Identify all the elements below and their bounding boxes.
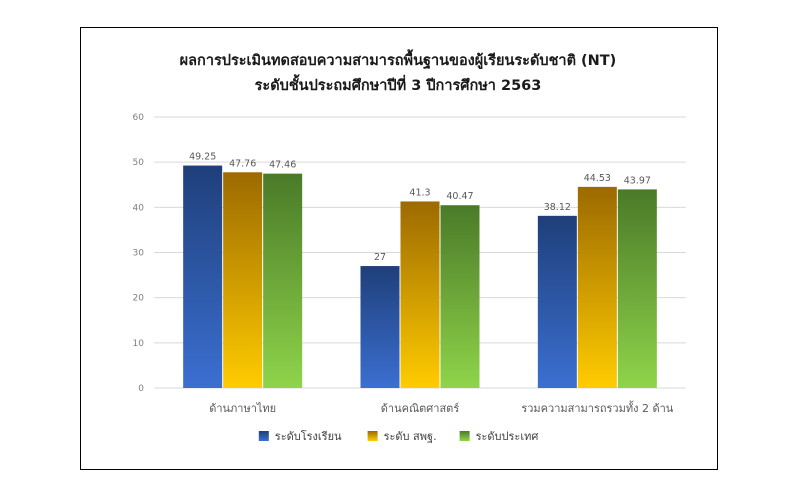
value-labels: 49.25 47.76 47.46 27 41.3 40.47 38.12 44.53 43.9… (189, 152, 651, 263)
data-label: 27 (374, 252, 386, 263)
data-label: 43.97 (624, 175, 651, 186)
x-category-label: รวมความสามารถรวมทั้ง 2 ด้าน (521, 400, 673, 415)
y-axis-ticks: 0 10 20 30 40 50 60 (133, 113, 145, 394)
y-tick-label: 40 (133, 203, 145, 213)
y-tick-label: 0 (138, 384, 144, 394)
x-axis-categories: ด้านภาษาไทย ด้านคณิตศาสตร์ รวมความสามารถรว… (209, 400, 674, 415)
data-label: 41.3 (409, 187, 430, 198)
y-tick-label: 50 (133, 158, 145, 168)
y-tick-label: 20 (133, 294, 145, 304)
x-category-label: ด้านภาษาไทย (209, 402, 276, 415)
bar (360, 266, 400, 388)
legend-label: ระดับ สพฐ. (384, 430, 437, 443)
data-label: 49.25 (189, 152, 216, 163)
data-label: 38.12 (544, 202, 571, 213)
bar (617, 189, 657, 388)
data-label: 44.53 (584, 173, 611, 184)
bar (263, 173, 303, 388)
chart-frame: ผลการประเมินทดสอบความสามารถพื้นฐานของผู้… (80, 27, 718, 470)
bar (440, 205, 480, 388)
x-category-label: ด้านคณิตศาสตร์ (381, 402, 460, 415)
legend-swatch (459, 431, 470, 441)
chart-subtitle: ระดับชั้นประถมศึกษาปีที่ 3 ปีการศึกษา 25… (255, 74, 542, 94)
bars (183, 165, 657, 388)
data-label: 47.76 (229, 158, 256, 169)
y-tick-label: 30 (133, 249, 145, 259)
legend-swatch (258, 431, 269, 441)
legend-label: ระดับประเทศ (476, 430, 539, 443)
bar (183, 165, 223, 388)
legend-swatch (367, 431, 378, 441)
bar (537, 215, 577, 388)
data-label: 47.46 (269, 160, 296, 171)
bar (577, 186, 617, 388)
bar-chart: ผลการประเมินทดสอบความสามารถพื้นฐานของผู้… (133, 49, 686, 443)
data-label: 40.47 (446, 191, 473, 202)
legend: ระดับโรงเรียน ระดับ สพฐ. ระดับประเทศ (258, 429, 539, 443)
bar (400, 201, 440, 388)
y-tick-label: 10 (133, 339, 145, 349)
bar (223, 172, 263, 388)
chart-title: ผลการประเมินทดสอบความสามารถพื้นฐานของผู้… (180, 49, 617, 70)
legend-label: ระดับโรงเรียน (275, 429, 342, 443)
y-tick-label: 60 (133, 113, 145, 123)
